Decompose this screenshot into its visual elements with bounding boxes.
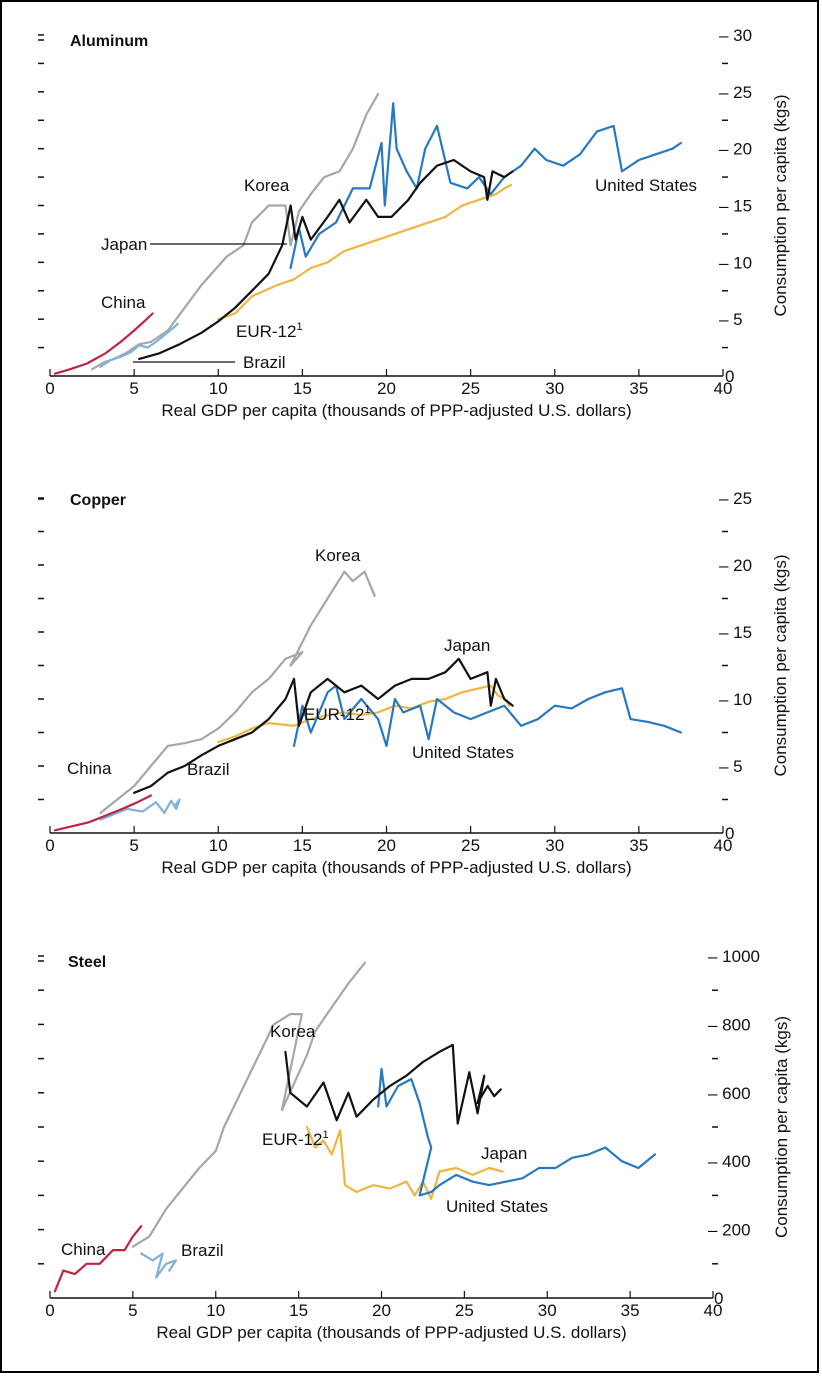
series-label-united-states: United States xyxy=(595,176,697,195)
series-label-china: China xyxy=(67,759,112,778)
x-tick-label: 25 xyxy=(461,836,480,855)
series-line-korea xyxy=(131,961,366,1248)
series-label-china: China xyxy=(101,293,146,312)
y-tick-label: – 200 xyxy=(708,1221,751,1240)
y-tick-label: – 15 xyxy=(719,197,752,216)
x-tick-label: 15 xyxy=(293,836,312,855)
series-line-united-states xyxy=(292,684,682,747)
x-tick-label: 10 xyxy=(209,836,228,855)
x-tick-label: 0 xyxy=(45,1301,54,1320)
series-label-japan: Japan xyxy=(444,636,490,655)
series-line-china xyxy=(53,794,152,832)
series-label-eur-12: EUR-121 xyxy=(262,1129,329,1149)
series-line-japan xyxy=(138,158,514,360)
series-label-brazil: Brazil xyxy=(181,1241,224,1260)
x-tick-label: 0 xyxy=(45,379,54,398)
y-tick-label: – 400 xyxy=(708,1152,751,1171)
series-line-japan xyxy=(133,657,514,794)
y-tick-label: – 20 xyxy=(719,556,752,575)
x-tick-label: 10 xyxy=(209,379,228,398)
series-line-brazil xyxy=(140,1252,178,1279)
x-axis-title: Real GDP per capita (thousands of PPP-ad… xyxy=(161,401,631,420)
y-tick-label: – 600 xyxy=(708,1084,751,1103)
series-label-china: China xyxy=(61,1240,106,1259)
y-tick-label: – 15 xyxy=(719,623,752,642)
y-axis-title: Consumption per capita (kgs) xyxy=(771,94,790,316)
y-tick-label: – 10 xyxy=(719,690,752,709)
x-tick-label: 40 xyxy=(714,836,733,855)
series-label-korea: Korea xyxy=(244,176,290,195)
y-tick-label: 0 xyxy=(714,1289,723,1308)
series-line-united-states xyxy=(377,1067,657,1197)
series-label-united-states: United States xyxy=(446,1197,548,1216)
copper-panel: 0 5 10 15 20 25 30 35 400– 5– 10– 15– 20– 25Copp… xyxy=(38,489,790,877)
y-tick-label: – 1000 xyxy=(708,947,760,966)
x-tick-label: 35 xyxy=(629,379,648,398)
series-line-eur-12 xyxy=(305,1125,504,1200)
series-line-korea xyxy=(99,570,376,814)
x-tick-label: 20 xyxy=(377,836,396,855)
aluminum-panel: 0 5 10 15 20 25 30 35 400– 5– 10– 15– 20– 25– 30… xyxy=(38,26,790,420)
x-tick-label: 35 xyxy=(629,836,648,855)
x-tick-label: 40 xyxy=(714,379,733,398)
x-tick-label: 25 xyxy=(461,379,480,398)
footnote-superscript: 1 xyxy=(296,321,302,333)
x-tick-label: 20 xyxy=(372,1301,391,1320)
y-tick-label: – 5 xyxy=(719,757,743,776)
y-tick-label: 0 xyxy=(725,367,734,386)
y-axis-title: Consumption per capita (kgs) xyxy=(771,554,790,776)
y-tick-label: – 10 xyxy=(719,253,752,272)
steel-panel: 0 5 10 15 20 25 30 35 400– 200– 400– 600– 800– 1… xyxy=(38,947,791,1342)
y-tick-label: – 30 xyxy=(719,26,752,45)
series-label-eur-12: EUR-121 xyxy=(304,704,371,724)
series-label-japan: Japan xyxy=(481,1144,527,1163)
series-label-korea: Korea xyxy=(315,546,361,565)
x-tick-label: 5 xyxy=(128,1301,137,1320)
y-tick-label: 0 xyxy=(725,824,734,843)
series-line-eur-12 xyxy=(217,183,513,321)
x-axis-title: Real GDP per capita (thousands of PPP-ad… xyxy=(156,1323,626,1342)
series-line-korea xyxy=(91,93,380,371)
panel-title: Steel xyxy=(68,954,106,971)
y-tick-label: – 25 xyxy=(719,83,752,102)
x-tick-label: 35 xyxy=(621,1301,640,1320)
footnote-superscript: 1 xyxy=(364,704,370,716)
series-label-brazil: Brazil xyxy=(243,353,286,372)
x-tick-label: 20 xyxy=(377,379,396,398)
series-label-eur-12: EUR-121 xyxy=(236,321,303,341)
series-label-japan: Japan xyxy=(101,235,147,254)
y-tick-label: – 5 xyxy=(719,310,743,329)
x-tick-label: 30 xyxy=(545,836,564,855)
y-tick-label: – 800 xyxy=(708,1015,751,1034)
x-tick-label: 5 xyxy=(129,379,138,398)
series-line-brazil xyxy=(99,322,179,368)
series-line-china xyxy=(53,1225,143,1293)
panel-title: Aluminum xyxy=(70,33,148,50)
panel-title: Copper xyxy=(70,492,126,509)
series-line-japan xyxy=(284,1043,502,1125)
x-tick-label: 15 xyxy=(293,379,312,398)
x-tick-label: 10 xyxy=(206,1301,225,1320)
x-tick-label: 0 xyxy=(45,836,54,855)
x-axis-title: Real GDP per capita (thousands of PPP-ad… xyxy=(161,858,631,877)
series-line-united-states xyxy=(289,102,682,270)
series-label-korea: Korea xyxy=(270,1022,316,1041)
footnote-superscript: 1 xyxy=(322,1129,328,1141)
y-tick-label: – 25 xyxy=(719,489,752,508)
series-label-united-states: United States xyxy=(412,743,514,762)
x-tick-label: 25 xyxy=(455,1301,474,1320)
x-tick-label: 40 xyxy=(704,1301,723,1320)
x-tick-label: 30 xyxy=(538,1301,557,1320)
x-tick-label: 5 xyxy=(129,836,138,855)
series-label-brazil: Brazil xyxy=(187,760,230,779)
series-line-brazil xyxy=(99,798,181,821)
x-tick-label: 15 xyxy=(289,1301,308,1320)
series-line-china xyxy=(53,312,154,375)
x-tick-label: 30 xyxy=(545,379,564,398)
y-axis-title: Consumption per capita (kgs) xyxy=(772,1016,791,1238)
y-tick-label: – 20 xyxy=(719,140,752,159)
